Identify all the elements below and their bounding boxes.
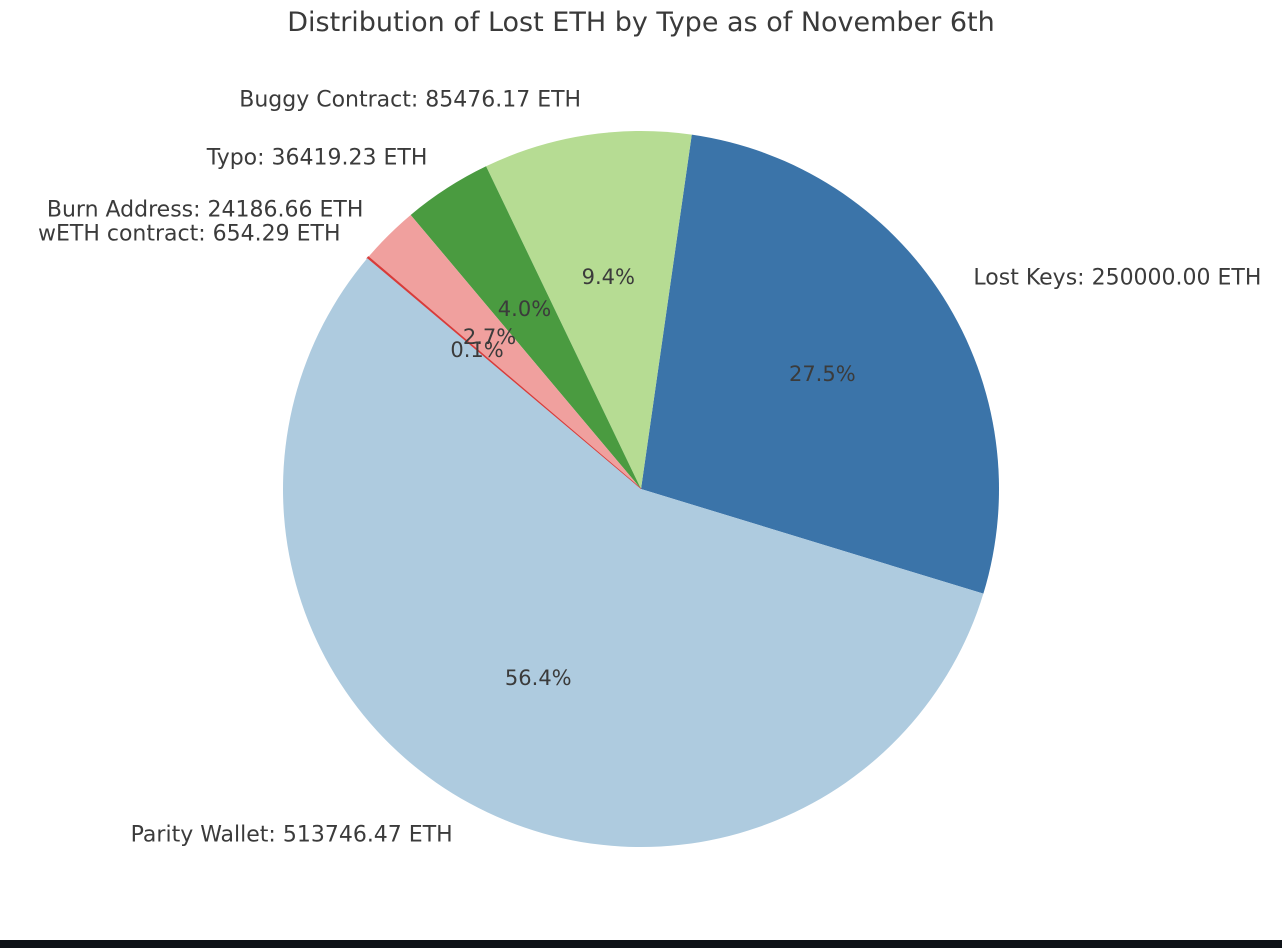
- bottom-taskbar: [0, 940, 1282, 948]
- pie-slice-lost-keys: [641, 134, 1000, 594]
- pie-slice-weth-contract: [366, 256, 642, 490]
- pie-slice-burn-address: [368, 214, 641, 489]
- pie-slice-parity-wallet: [283, 258, 984, 847]
- pie-slice-buggy-contract: [486, 131, 692, 489]
- chart-title: Distribution of Lost ETH by Type as of N…: [287, 7, 995, 38]
- pie-slice-typo: [410, 166, 641, 489]
